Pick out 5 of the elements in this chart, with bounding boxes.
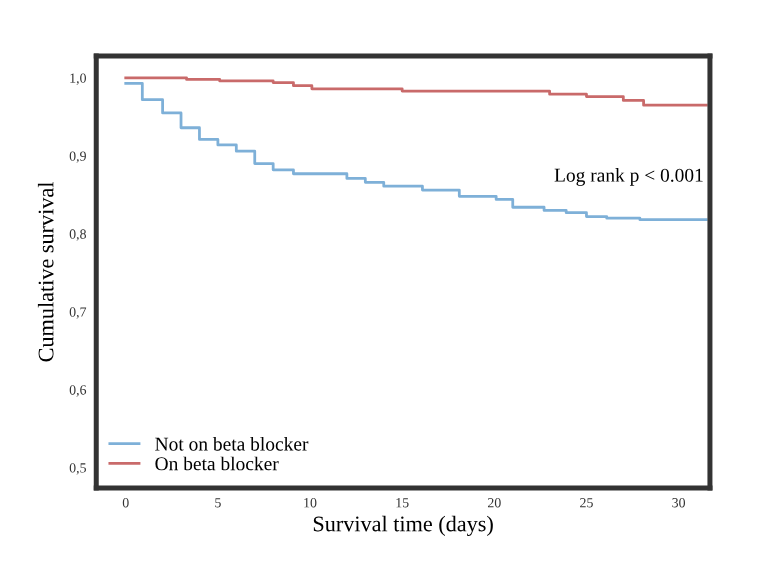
legend-label: Not on beta blocker: [155, 436, 309, 451]
x-axis-title: Survival time (days): [313, 515, 493, 536]
annotation: Log rank p < 0.001: [554, 168, 703, 186]
legend-label: On beta blocker: [155, 456, 279, 471]
y-axis-title: Cumulative survival: [37, 181, 54, 362]
